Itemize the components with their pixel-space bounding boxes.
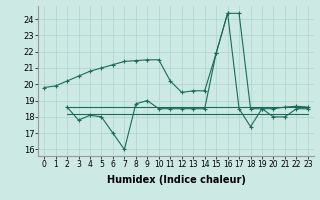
X-axis label: Humidex (Indice chaleur): Humidex (Indice chaleur)	[107, 175, 245, 185]
